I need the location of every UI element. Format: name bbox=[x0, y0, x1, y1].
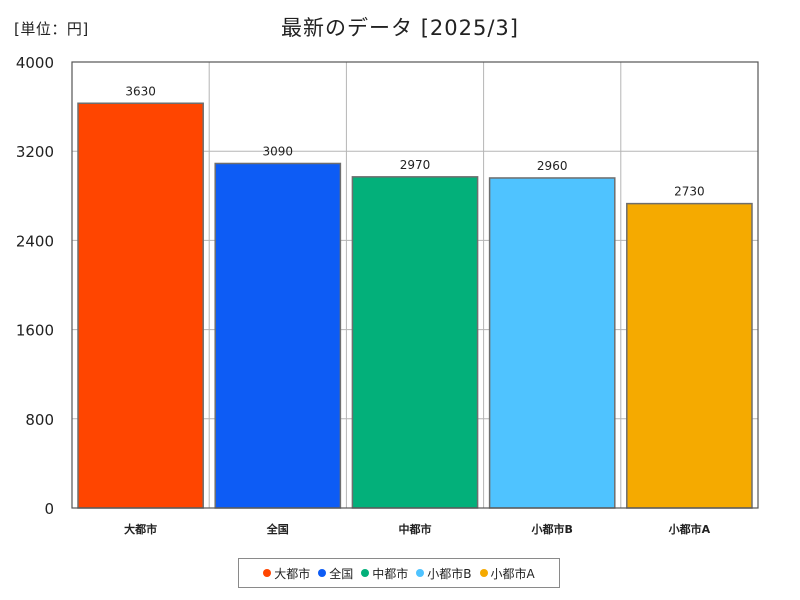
plot-border bbox=[71, 61, 759, 509]
x-tick-label: 中都市 bbox=[399, 522, 432, 536]
legend-swatch bbox=[479, 569, 488, 577]
x-tick-label: 大都市 bbox=[124, 522, 157, 536]
labels: 0 800 1600 2400 3200 4000 3630 大都市 3090 全国 2970 中都市… bbox=[16, 54, 711, 536]
legend-item: 小都市A bbox=[479, 565, 535, 582]
value-label: 3090 bbox=[263, 144, 294, 158]
legend-item: 大都市 bbox=[263, 565, 310, 582]
legend-swatch bbox=[361, 569, 370, 577]
legend-swatch bbox=[416, 569, 425, 577]
y-tick-label: 2400 bbox=[16, 232, 54, 250]
legend-label: 小都市B bbox=[427, 566, 472, 581]
legend-label: 全国 bbox=[329, 566, 354, 581]
value-label: 2960 bbox=[537, 159, 568, 173]
legend-item: 全国 bbox=[318, 565, 353, 582]
legend-item: 小都市B bbox=[416, 565, 472, 582]
y-tick-label: 800 bbox=[25, 411, 54, 429]
unit-label: [単位：円] bbox=[14, 20, 89, 38]
bar-3 bbox=[351, 176, 479, 509]
bar-4 bbox=[488, 177, 616, 509]
legend-swatch bbox=[318, 569, 327, 577]
x-tick-label: 小都市A bbox=[668, 522, 711, 536]
x-tick-label: 小都市B bbox=[531, 522, 573, 536]
value-label: 2970 bbox=[400, 158, 431, 172]
legend: 大都市 全国 中都市 小都市B 小都市A bbox=[238, 558, 560, 588]
y-tick-label: 3200 bbox=[16, 143, 54, 161]
value-label: 3630 bbox=[125, 84, 156, 98]
legend-label: 中都市 bbox=[372, 566, 409, 581]
x-tick-label: 全国 bbox=[266, 522, 289, 536]
y-tick-label: 0 bbox=[44, 500, 54, 518]
bar-5 bbox=[626, 202, 753, 509]
bar-1 bbox=[77, 102, 204, 509]
y-tick-label: 1600 bbox=[16, 322, 54, 340]
bars bbox=[77, 102, 753, 509]
legend-item: 中都市 bbox=[361, 565, 408, 582]
legend-label: 小都市A bbox=[490, 566, 535, 581]
bar-2 bbox=[214, 162, 342, 509]
legend-label: 大都市 bbox=[274, 566, 311, 581]
plot-frame bbox=[71, 61, 759, 509]
legend-swatch bbox=[263, 569, 272, 577]
y-tick-label: 4000 bbox=[16, 54, 54, 72]
chart-title: 最新のデータ [2025/3] bbox=[281, 16, 519, 40]
value-label: 2730 bbox=[674, 185, 705, 199]
